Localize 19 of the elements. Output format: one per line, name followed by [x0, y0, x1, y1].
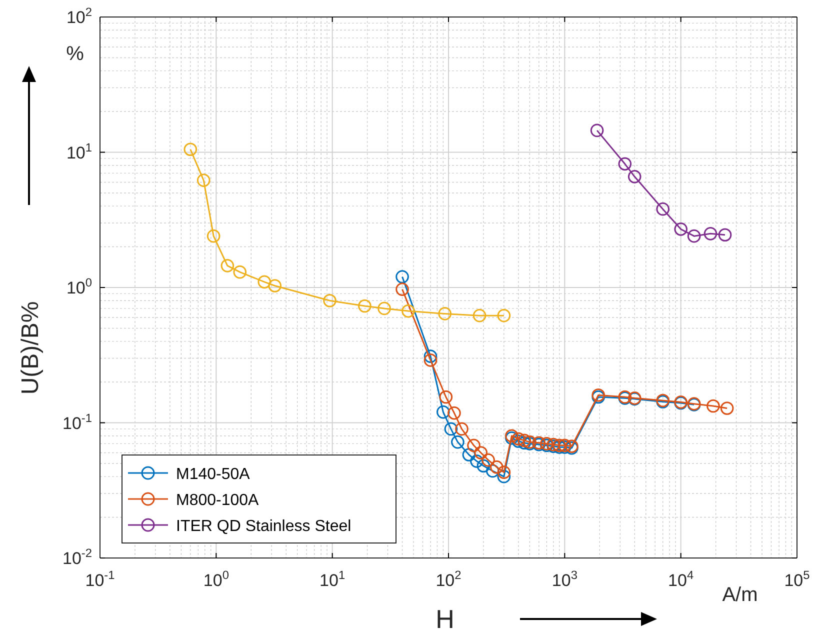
x-tick-label: 10$^{-1}$: [85, 568, 116, 590]
legend-label: M140-50A: [176, 466, 250, 483]
y-tick-label: 10$^{-1}$: [62, 410, 92, 433]
x-tick-label: 10$^{0}$: [203, 568, 230, 590]
y-tick-label: 10$^{1}$: [66, 140, 92, 162]
x-tick-label: 10$^{2}$: [436, 568, 462, 590]
x-axis-title: H: [436, 604, 454, 634]
x-tick-label: 10$^{5}$: [784, 568, 810, 590]
y-tick-label: 10$^{-2}$: [62, 546, 92, 568]
x-tick-label: 10$^{3}$: [552, 568, 578, 590]
x-tick-label: 10$^{1}$: [320, 568, 346, 590]
legend-label: M800-100A: [176, 492, 260, 509]
text: %: [66, 43, 84, 65]
x-tick-label: 10$^{4}$: [668, 568, 694, 590]
text: A/m: [722, 584, 758, 606]
y-axis-title: U(B)/B%: [17, 301, 44, 395]
y-tick-label: 10$^{2}$: [66, 5, 92, 27]
y-tick-label: 10$^{0}$: [66, 276, 92, 298]
legend-label: ITER QD Stainless Steel: [176, 518, 352, 535]
